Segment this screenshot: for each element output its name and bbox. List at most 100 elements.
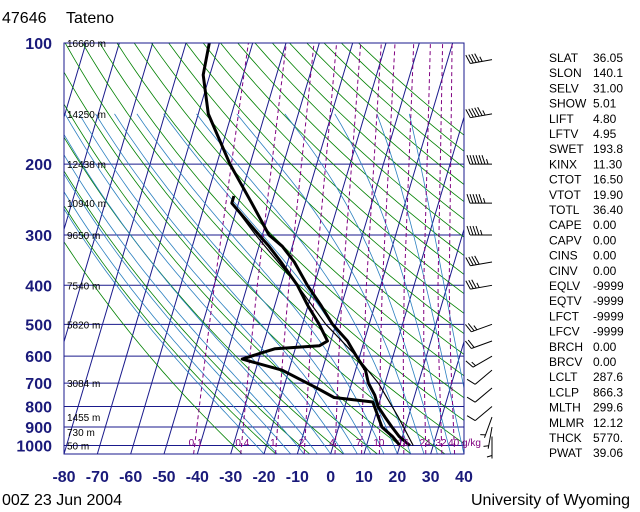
moist-adiabat <box>64 208 265 454</box>
mixing-ratio-label: 16 <box>398 438 410 449</box>
mixing-ratio-line <box>402 43 415 454</box>
moist-adiabat <box>114 113 372 454</box>
isotherm <box>163 43 287 454</box>
moist-adiabat <box>163 113 398 454</box>
temperature-tick-label: -10 <box>286 469 309 486</box>
index-value: 5.01 <box>593 97 617 111</box>
height-label: 10940 m <box>67 199 106 210</box>
dewpoint-profile <box>230 195 402 447</box>
mixing-ratio-line <box>334 43 362 454</box>
mixing-ratio-line <box>361 43 382 454</box>
mixing-ratio-line <box>437 43 444 454</box>
moist-adiabat <box>64 191 278 454</box>
index-value: 4.80 <box>593 112 617 126</box>
parcel-profile <box>231 202 414 446</box>
height-label: 9650 m <box>67 231 100 242</box>
index-value: -9999 <box>593 279 624 293</box>
index-value: 5770. <box>593 431 623 445</box>
dry-adiabat <box>64 103 378 454</box>
height-label: 50 m <box>67 441 89 452</box>
temperature-tick-label: -20 <box>252 469 275 486</box>
mixing-ratio-label: 4 <box>329 438 335 449</box>
wind-barb <box>466 369 493 385</box>
index-name: SLAT <box>549 51 579 65</box>
station-name: Tateno <box>66 10 114 27</box>
index-name: MLMR <box>549 416 585 430</box>
index-value: -9999 <box>593 309 624 323</box>
mixing-ratio-line <box>275 43 315 454</box>
wind-barbs <box>465 53 493 459</box>
temperature-tick-label: -40 <box>186 469 209 486</box>
isotherm <box>196 43 320 454</box>
height-label: 1455 m <box>67 413 100 424</box>
temperature-tick-label: 30 <box>422 469 440 486</box>
index-name: LFCT <box>549 309 580 323</box>
index-name: CINV <box>549 264 578 278</box>
dry-adiabat <box>358 43 464 136</box>
index-name: CAPV <box>549 233 582 247</box>
moist-adiabat <box>95 113 358 454</box>
dry-adiabat <box>341 43 464 152</box>
isotherm <box>0 43 19 454</box>
plot-frame <box>63 42 465 455</box>
index-name: LFTV <box>549 127 578 141</box>
index-value: 866.3 <box>593 385 623 399</box>
moist-adiabat <box>408 113 464 391</box>
wind-barb <box>465 107 493 119</box>
moist-adiabat <box>136 113 385 454</box>
index-value: 12.12 <box>593 416 623 430</box>
isotherm <box>130 43 254 454</box>
mixing-ratio-line <box>448 43 456 454</box>
wind-barb <box>465 279 493 290</box>
index-value: 0.00 <box>593 233 617 247</box>
index-name: BRCH <box>549 340 583 354</box>
index-value: 0.00 <box>593 218 617 232</box>
index-value: 0.00 <box>593 355 617 369</box>
pressure-tick-label: 300 <box>25 228 52 245</box>
index-name: LFCV <box>549 325 580 339</box>
moist-adiabat <box>196 113 412 454</box>
index-value: 11.30 <box>593 157 622 171</box>
grid-lines <box>0 43 464 454</box>
moist-adiabat <box>64 173 291 454</box>
wind-barb <box>483 426 493 449</box>
moist-adiabat <box>64 133 318 454</box>
valid-time: 00Z 23 Jun 2004 <box>2 492 122 509</box>
index-value: 299.6 <box>593 401 623 415</box>
dry-adiabat <box>82 43 464 445</box>
mixing-ratio-label: 24 <box>420 438 432 449</box>
index-value: 4.95 <box>593 127 617 141</box>
wind-barb <box>465 53 493 64</box>
index-name: MLTH <box>549 401 581 415</box>
index-value: 39.06 <box>593 446 623 460</box>
mixing-ratio-label: 1 <box>270 438 276 449</box>
isotherm <box>230 43 354 454</box>
index-value: 16.50 <box>593 173 623 187</box>
isotherm <box>330 43 454 454</box>
isotherm <box>64 43 120 232</box>
index-value: 287.6 <box>593 370 623 384</box>
moist-adiabat <box>64 154 305 454</box>
wind-barb <box>466 225 492 236</box>
moist-adiabat <box>284 113 438 454</box>
mixing-ratio-label: 40 g/kg <box>448 438 481 449</box>
index-name: SHOW <box>549 97 587 111</box>
isotherm <box>64 43 154 344</box>
index-name: TOTL <box>549 203 580 217</box>
moist-adiabat <box>334 113 452 454</box>
isotherm <box>64 43 87 119</box>
mixing-ratio-line <box>240 43 287 454</box>
index-value: -9999 <box>593 294 624 308</box>
temperature-tick-label: -60 <box>119 469 142 486</box>
pressure-tick-label: 400 <box>25 278 52 295</box>
height-label: 16660 m <box>67 39 106 50</box>
pressure-tick-label: 1000 <box>16 438 52 455</box>
temperature-tick-label: 10 <box>355 469 373 486</box>
mixing-ratio-label: 7 <box>356 438 362 449</box>
moist-adiabat <box>236 113 425 454</box>
height-label: 3084 m <box>67 379 100 390</box>
dry-adiabat <box>306 43 464 186</box>
index-value: 0.00 <box>593 249 617 263</box>
dry-adiabat <box>133 43 464 377</box>
